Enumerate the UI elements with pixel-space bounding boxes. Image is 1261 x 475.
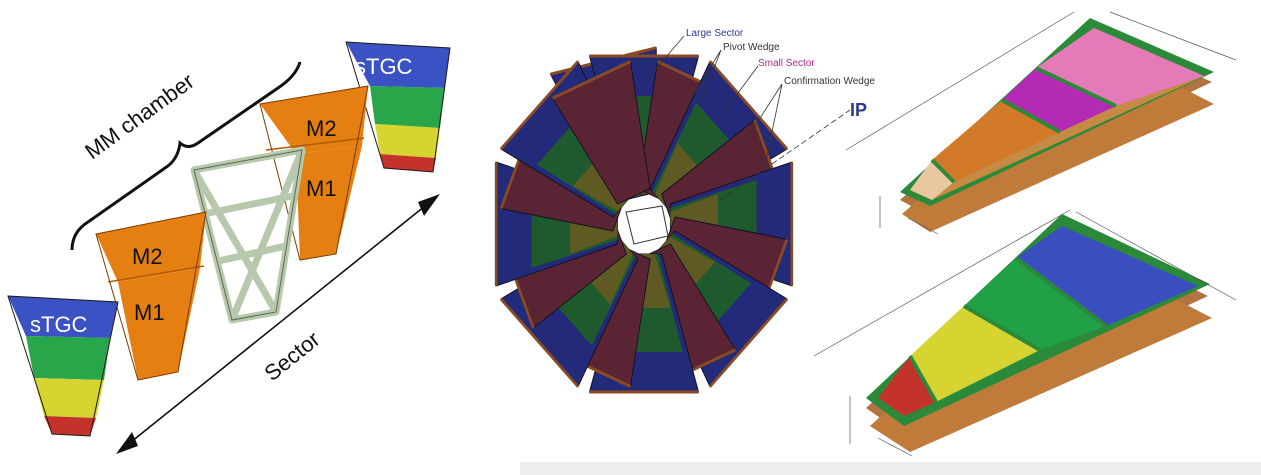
exploded-sector-panel: MM chamber sTGC M2 M1 <box>7 41 451 454</box>
wheel-callout-lines <box>647 35 851 201</box>
m2-front-label: M2 <box>132 244 163 269</box>
sector-arrow <box>116 194 440 454</box>
bottom-shadow-strip <box>520 462 1261 475</box>
m1-front-label: M1 <box>134 300 165 325</box>
m1-back-label: M1 <box>306 176 337 201</box>
m2-back-label: M2 <box>306 116 337 141</box>
mm-chamber-label: MM chamber <box>80 68 199 164</box>
mm-front-wedge: M2 M1 <box>95 211 207 381</box>
confirmation-wedge-label: Confirmation Wedge <box>784 76 875 87</box>
large-sector-label: Large Sector <box>686 28 744 39</box>
wheel-panel: Large Sector Pivot Wedge Small Sector Co… <box>494 28 875 394</box>
pivot-wedge-label: Pivot Wedge <box>723 42 780 53</box>
ip-label: IP <box>850 100 867 120</box>
large-sector-drawing <box>813 209 1237 457</box>
stgc-bottom-label: sTGC <box>30 312 88 337</box>
small-sector-drawing <box>845 11 1237 235</box>
mm-back-wedge: M2 M1 <box>259 85 369 261</box>
stgc-top-wedge: sTGC <box>345 41 451 173</box>
sector-label: Sector <box>259 326 324 385</box>
wheel-wedge-ring <box>494 54 794 394</box>
spacer-frame-outline <box>193 149 303 321</box>
stgc-bottom-wedge: sTGC <box>7 295 119 437</box>
mm-chamber-bracket <box>70 61 302 251</box>
small-sector-label: Small Sector <box>758 58 815 69</box>
wheel-center-hole <box>625 205 669 245</box>
small-sector-wedge <box>551 60 651 205</box>
stgc-top-label: sTGC <box>355 54 413 79</box>
